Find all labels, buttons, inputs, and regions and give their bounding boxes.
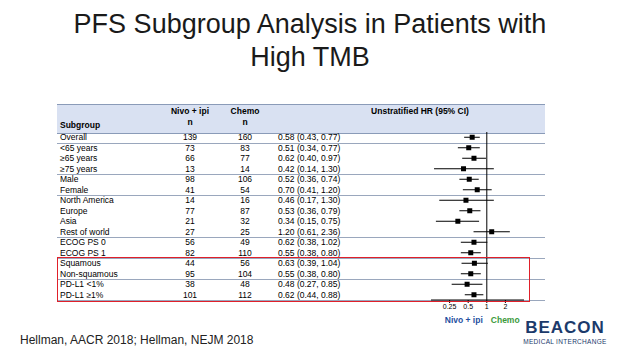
html-text:66: 66: [185, 153, 195, 163]
html-text:≥65 years: ≥65 years: [60, 153, 98, 163]
html-text:0.46 (0.17, 1.30): 0.46 (0.17, 1.30): [278, 195, 341, 205]
html-text:Chemo: Chemo: [230, 106, 260, 116]
html-text:MEDICAL INTERCHANGE: MEDICAL INTERCHANGE: [523, 338, 607, 345]
html-text:0.51 (0.34, 0.77): 0.51 (0.34, 0.77): [278, 142, 341, 153]
html-text:54: 54: [240, 184, 250, 195]
html-text:77: 77: [185, 205, 195, 216]
html-text:0.48 (0.27, 0.85): 0.48 (0.27, 0.85): [278, 279, 341, 289]
html-text:Nivo + ipi: Nivo + ipi: [171, 106, 209, 116]
svg-text:0.25: 0.25: [443, 303, 457, 310]
html-text:0.62 (0.44, 0.88): 0.62 (0.44, 0.88): [278, 289, 341, 300]
html-text:87: 87: [240, 205, 250, 216]
html-text:56: 56: [185, 237, 195, 247]
html-text:0.55 (0.38, 0.80): 0.55 (0.38, 0.80): [278, 247, 341, 258]
html-text:0.34 (0.15, 0.75): 0.34 (0.15, 0.75): [278, 216, 341, 226]
html-text:n: n: [242, 116, 248, 127]
html-text:ECOG PS 0: ECOG PS 0: [60, 237, 106, 247]
html-text:Unstratified HR (95% CI): Unstratified HR (95% CI): [371, 106, 469, 116]
html-text:49: 49: [240, 237, 250, 247]
html-text:0.58 (0.43, 0.77): 0.58 (0.43, 0.77): [278, 132, 341, 142]
html-text:73: 73: [185, 142, 195, 153]
html-text:25: 25: [240, 226, 250, 237]
html-text:160: 160: [237, 132, 253, 142]
html-text:27: 27: [185, 226, 195, 237]
html-text:83: 83: [240, 142, 250, 153]
html-text:21: 21: [185, 216, 195, 226]
html-text:48: 48: [240, 279, 250, 289]
html-text:0.70 (0.41, 1.20): 0.70 (0.41, 1.20): [278, 184, 341, 195]
svg-text:0.5: 0.5: [463, 303, 473, 310]
html-text:104: 104: [237, 268, 253, 279]
html-text:101: 101: [182, 289, 198, 300]
html-text:BEACON: BEACON: [525, 318, 605, 337]
html-text:56: 56: [240, 258, 250, 268]
html-text:Rest of world: Rest of world: [60, 226, 110, 237]
html-text:Asia: Asia: [60, 216, 77, 226]
html-text:95: 95: [185, 268, 195, 279]
html-text:Hellman, AACR 2018; Hellman, N: Hellman, AACR 2018; Hellman, NEJM 2018: [20, 333, 254, 347]
html-text:Subgroup: Subgroup: [60, 119, 101, 130]
html-text:0.42 (0.14, 1.30): 0.42 (0.14, 1.30): [278, 163, 341, 174]
html-text:Chemo: Chemo: [490, 315, 520, 325]
html-text:Europe: Europe: [60, 205, 88, 216]
html-text:0.53 (0.36, 0.79): 0.53 (0.36, 0.79): [278, 205, 341, 216]
html-text:82: 82: [185, 247, 195, 258]
svg-text:1: 1: [485, 303, 489, 310]
html-text:<65 years: <65 years: [60, 142, 98, 153]
html-text:PD-L1 ≥1%: PD-L1 ≥1%: [60, 289, 104, 300]
html-text:41: 41: [185, 184, 195, 195]
html-text:32: 32: [240, 216, 250, 226]
html-text:0.62 (0.40, 0.97): 0.62 (0.40, 0.97): [278, 153, 341, 163]
html-text:n: n: [187, 116, 193, 127]
html-text:13: 13: [185, 163, 195, 174]
html-text:98: 98: [185, 174, 195, 184]
html-text:Squamous: Squamous: [60, 258, 101, 268]
html-text:0.63 (0.39, 1.04): 0.63 (0.39, 1.04): [278, 258, 341, 268]
html-text:1.20 (0.61, 2.36): 1.20 (0.61, 2.36): [278, 226, 341, 237]
html-text:≥75 years: ≥75 years: [60, 163, 98, 174]
html-text:14: 14: [185, 195, 195, 205]
html-text:0.55 (0.38, 0.80): 0.55 (0.38, 0.80): [278, 268, 341, 279]
html-text:38: 38: [185, 279, 195, 289]
html-text:Nivo + ipi: Nivo + ipi: [444, 315, 483, 325]
html-text:0.52 (0.36, 0.74): 0.52 (0.36, 0.74): [278, 174, 341, 184]
html-text:110: 110: [238, 247, 252, 258]
html-text:Non-squamous: Non-squamous: [60, 268, 118, 279]
html-text:77: 77: [240, 153, 250, 163]
svg-text:2: 2: [503, 303, 507, 310]
html-text:North America: North America: [60, 195, 114, 205]
html-text:44: 44: [185, 258, 195, 268]
html-text:106: 106: [237, 174, 253, 184]
html-text:139: 139: [182, 132, 198, 142]
html-text:0.62 (0.38, 1.02): 0.62 (0.38, 1.02): [278, 237, 341, 247]
html-text:ECOG PS 1: ECOG PS 1: [60, 247, 106, 258]
html-text:PFS Subgroup Analysis in Patie: PFS Subgroup Analysis in Patients with H…: [73, 9, 547, 72]
html-text:16: 16: [240, 195, 250, 205]
html-text:Male: Male: [60, 174, 79, 184]
html-text:Overall: Overall: [60, 132, 87, 142]
html-text:112: 112: [238, 289, 252, 300]
html-text:14: 14: [240, 163, 250, 174]
html-text:PD-L1 <1%: PD-L1 <1%: [60, 279, 104, 289]
html-text:Female: Female: [60, 184, 89, 195]
